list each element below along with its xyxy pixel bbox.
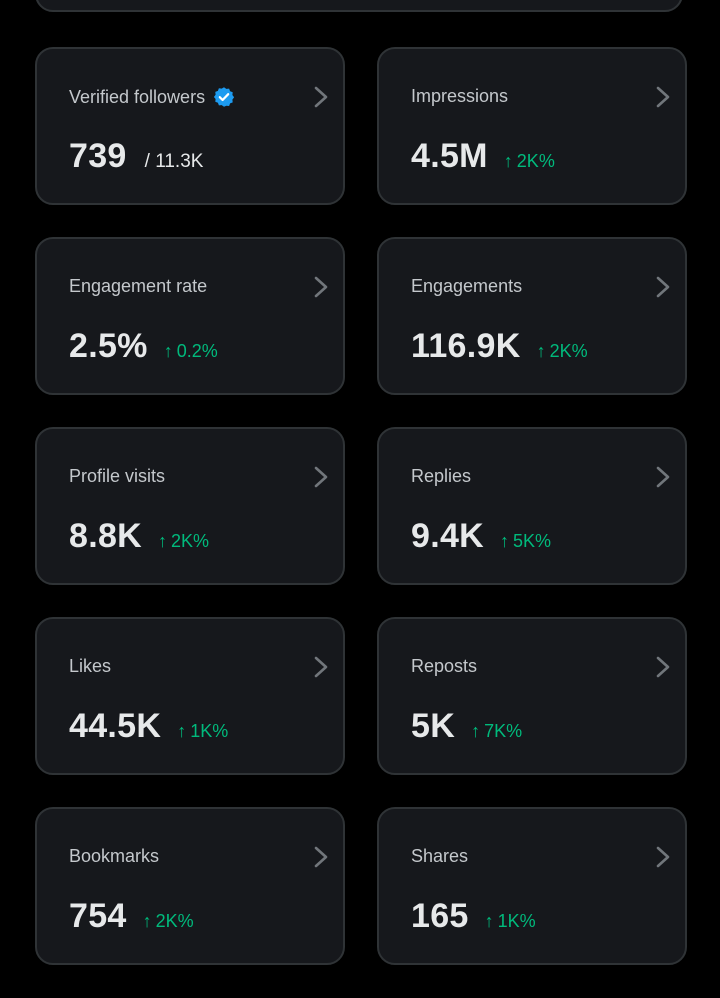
arrow-up-icon: ↑	[142, 911, 152, 931]
metric-value: 5K	[411, 707, 456, 745]
arrow-up-icon: ↑	[500, 531, 510, 551]
metric-value: 44.5K	[69, 707, 162, 745]
metric-label: Replies	[411, 466, 472, 486]
metric-label: Engagements	[411, 276, 523, 296]
metric-card-bookmarks[interactable]: Bookmarks 754 ↑ 2K%	[35, 807, 345, 965]
metric-card-shares[interactable]: Shares 165 ↑ 1K%	[377, 807, 687, 965]
chevron-right-icon	[314, 466, 328, 488]
metric-value: 9.4K	[411, 517, 485, 555]
metric-change-value: 2K%	[171, 531, 210, 551]
metric-change-value: 2K%	[516, 151, 555, 171]
metric-change-value: 1K%	[497, 911, 536, 931]
metric-card-engagements[interactable]: Engagements 116.9K ↑ 2K%	[377, 237, 687, 395]
metric-change: ↑ 2K%	[143, 911, 194, 932]
metric-value-row: 5K ↑ 7K%	[411, 707, 522, 746]
metric-value: 2.5%	[69, 327, 148, 365]
metric-card-replies[interactable]: Replies 9.4K ↑ 5K%	[377, 427, 687, 585]
metric-label: Profile visits	[69, 466, 166, 486]
metric-value: 739	[69, 137, 127, 175]
chevron-right-icon	[314, 276, 328, 298]
arrow-up-icon: ↑	[503, 151, 513, 171]
metric-change: ↑ 0.2%	[164, 341, 218, 362]
arrow-up-icon: ↑	[177, 721, 187, 741]
metric-change: ↑ 2K%	[158, 531, 209, 552]
metric-change: ↑ 1K%	[177, 721, 228, 742]
arrow-up-icon: ↑	[163, 341, 173, 361]
metric-card-engagement-rate[interactable]: Engagement rate 2.5% ↑ 0.2%	[35, 237, 345, 395]
chevron-right-icon	[656, 86, 670, 108]
metric-change-value: 0.2%	[176, 341, 218, 361]
chevron-right-icon	[656, 276, 670, 298]
metric-change-value: 5K%	[513, 531, 552, 551]
metric-change-value: 7K%	[484, 721, 523, 741]
metric-label: Engagement rate	[69, 276, 208, 296]
chevron-right-icon	[314, 656, 328, 678]
chevron-right-icon	[656, 846, 670, 868]
metric-total: / 11.3K	[144, 151, 204, 172]
chevron-right-icon	[656, 466, 670, 488]
metric-change: ↑ 2K%	[504, 151, 555, 172]
metric-value-row: 165 ↑ 1K%	[411, 897, 536, 936]
metric-value: 8.8K	[69, 517, 143, 555]
metric-card-reposts[interactable]: Reposts 5K ↑ 7K%	[377, 617, 687, 775]
metric-value: 165	[411, 897, 469, 935]
verified-badge-icon	[213, 87, 235, 107]
arrow-up-icon: ↑	[484, 911, 494, 931]
metric-value-row: 9.4K ↑ 5K%	[411, 517, 551, 556]
metric-value-row: 116.9K ↑ 2K%	[411, 327, 588, 366]
chevron-right-icon	[656, 656, 670, 678]
previous-card[interactable]	[35, 0, 683, 12]
metric-value-row: 739 / 11.3K	[69, 137, 203, 176]
metric-value: 116.9K	[411, 327, 521, 365]
metric-change-value: 1K%	[190, 721, 229, 741]
metric-value-row: 2.5% ↑ 0.2%	[69, 327, 218, 366]
metric-value-row: 754 ↑ 2K%	[69, 897, 194, 936]
arrow-up-icon: ↑	[158, 531, 168, 551]
metric-change: ↑ 5K%	[500, 531, 551, 552]
metric-change-value: 2K%	[155, 911, 194, 931]
metric-change: ↑ 2K%	[537, 341, 588, 362]
metric-change: ↑ 7K%	[471, 721, 522, 742]
metric-value-row: 8.8K ↑ 2K%	[69, 517, 209, 556]
metric-label: Verified followers	[69, 86, 206, 107]
metric-change-value: 2K%	[549, 341, 588, 361]
metric-card-verified-followers[interactable]: Verified followers 739 / 11.3K	[35, 47, 345, 205]
metric-card-profile-visits[interactable]: Profile visits 8.8K ↑ 2K%	[35, 427, 345, 585]
metric-value-row: 4.5M ↑ 2K%	[411, 137, 555, 176]
metric-label: Shares	[411, 846, 469, 866]
chevron-right-icon	[314, 86, 328, 108]
metric-label: Reposts	[411, 656, 478, 676]
arrow-up-icon: ↑	[536, 341, 546, 361]
arrow-up-icon: ↑	[471, 721, 481, 741]
metric-value: 754	[69, 897, 127, 935]
metric-card-impressions[interactable]: Impressions 4.5M ↑ 2K%	[377, 47, 687, 205]
metric-label: Likes	[69, 656, 112, 676]
metric-change: ↑ 1K%	[485, 911, 536, 932]
metric-card-likes[interactable]: Likes 44.5K ↑ 1K%	[35, 617, 345, 775]
metric-label: Bookmarks	[69, 846, 160, 866]
metric-value: 4.5M	[411, 137, 488, 175]
chevron-right-icon	[314, 846, 328, 868]
metric-label: Impressions	[411, 86, 509, 106]
metric-value-row: 44.5K ↑ 1K%	[69, 707, 228, 746]
metric-label-wrap: Verified followers	[69, 86, 235, 108]
